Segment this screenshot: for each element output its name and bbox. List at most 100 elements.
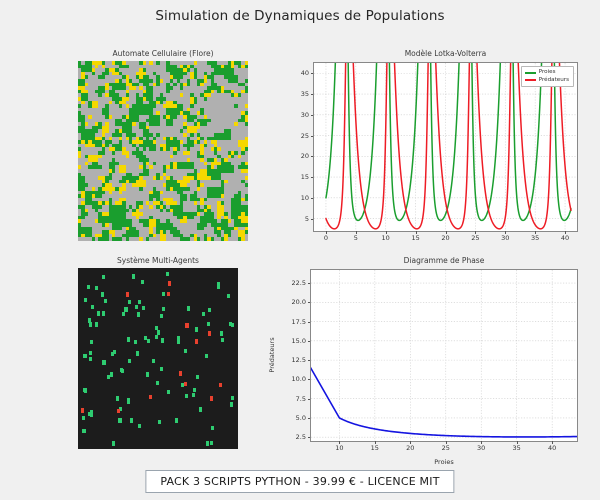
ca-cell — [214, 104, 218, 108]
ca-cell — [190, 96, 194, 101]
ca-cell — [118, 150, 123, 155]
ca-cell — [152, 190, 157, 195]
ca-cell — [220, 143, 225, 148]
ca-cell — [176, 132, 180, 137]
ca-cell — [190, 183, 194, 187]
ca-cell — [197, 75, 201, 79]
ca-cell — [122, 237, 126, 241]
ca-cell — [139, 212, 143, 216]
ca-cell — [193, 86, 197, 90]
ca-cell — [197, 89, 201, 94]
ca-cell — [244, 222, 248, 227]
ca-cell — [91, 150, 95, 155]
ca-cell — [108, 222, 112, 227]
ca-cell — [91, 78, 95, 83]
ca-cell — [176, 125, 180, 130]
agent-prey — [82, 429, 86, 434]
agent-prey — [83, 354, 87, 359]
ca-cell — [207, 61, 211, 65]
ca-cell — [118, 154, 123, 159]
ca-cell — [197, 93, 201, 97]
ca-cell — [237, 165, 242, 169]
ca-cell — [84, 172, 89, 177]
ca-cell — [200, 233, 204, 238]
ca-cell — [197, 147, 201, 151]
pd-xtick-label: 30 — [477, 444, 486, 452]
ca-cell — [214, 179, 218, 184]
ca-cell — [220, 154, 225, 159]
ca-cell — [169, 147, 174, 151]
ca-cell — [122, 197, 126, 202]
ca-cell — [112, 150, 116, 155]
ca-cell — [210, 122, 214, 126]
ca-cell — [139, 111, 143, 115]
ca-cell — [132, 226, 136, 231]
footer-badge: PACK 3 SCRIPTS PYTHON - 39.99 € - LICENC… — [145, 470, 455, 493]
ca-cell — [139, 176, 143, 180]
ca-cell — [156, 140, 160, 144]
ca-cell — [180, 100, 184, 105]
ca-cell — [197, 190, 201, 195]
ca-cell — [115, 172, 119, 177]
ca-cell — [135, 208, 140, 213]
ca-cell — [101, 208, 106, 213]
ca-cell — [88, 190, 92, 195]
ca-cell — [108, 118, 112, 123]
ca-cell — [241, 165, 245, 169]
ca-cell — [115, 158, 119, 162]
ca-cell — [98, 132, 102, 137]
ca-cell — [88, 168, 92, 173]
ca-cell — [142, 158, 146, 162]
ca-cell — [241, 176, 245, 180]
lv-xtick-label: 35 — [531, 234, 540, 242]
ca-cell — [210, 71, 214, 76]
ca-cell — [115, 140, 119, 144]
ca-cell — [203, 197, 208, 202]
ca-cell — [112, 183, 116, 187]
ca-cell — [156, 168, 160, 173]
ca-cell — [176, 183, 180, 187]
ca-cell — [183, 226, 187, 231]
ca-cell — [217, 183, 221, 187]
ca-cell — [224, 201, 228, 205]
ca-cell — [105, 78, 109, 83]
ca-cell — [231, 100, 235, 105]
ca-cell — [159, 237, 163, 241]
ca-cell — [231, 89, 235, 94]
ca-cell — [180, 197, 184, 202]
ca-cell — [112, 176, 116, 180]
ca-cell — [125, 219, 129, 223]
agent-prey — [160, 338, 164, 343]
ca-cell — [203, 143, 208, 148]
ca-cell — [220, 114, 225, 119]
ca-cell — [241, 230, 245, 234]
ca-cell — [207, 212, 211, 216]
ca-cell — [214, 140, 218, 144]
ca-cell — [125, 208, 129, 213]
ca-cell — [163, 61, 167, 65]
ca-cell — [152, 212, 157, 216]
ca-cell — [207, 111, 211, 115]
ca-cell — [105, 114, 109, 119]
ca-cell — [169, 132, 174, 137]
ca-cell — [186, 82, 191, 87]
ca-cell — [142, 114, 146, 119]
ca-cell — [210, 154, 214, 159]
ca-cell — [81, 71, 85, 76]
ca-cell — [241, 129, 245, 133]
ca-cell — [190, 122, 194, 126]
ca-cell — [81, 154, 85, 159]
ca-cell — [227, 194, 231, 198]
phase-diagram-xlabel: Proies — [434, 458, 454, 466]
ca-cell — [220, 96, 225, 101]
ca-cell — [84, 237, 89, 241]
ca-cell — [186, 233, 191, 238]
ca-cell — [173, 125, 177, 130]
ca-cell — [118, 201, 123, 205]
ca-cell — [81, 233, 85, 238]
ca-cell — [166, 201, 170, 205]
ca-cell — [214, 129, 218, 133]
ca-cell — [166, 186, 170, 191]
ca-cell — [152, 129, 157, 133]
agent-prey — [217, 281, 221, 287]
